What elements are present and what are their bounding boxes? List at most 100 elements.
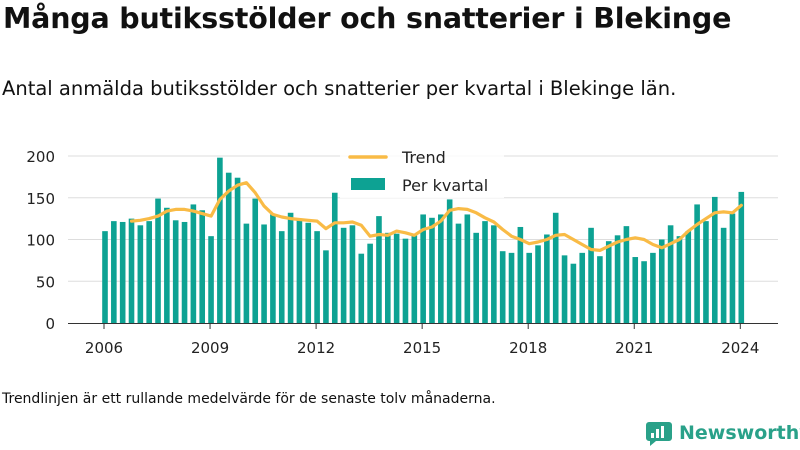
y-tick-label: 50	[36, 273, 55, 291]
x-tick-label: 2021	[615, 339, 653, 357]
bar	[402, 238, 409, 323]
legend-label: Per kvartal	[402, 176, 488, 195]
chart-footnote: Trendlinjen är ett rullande medelvärde f…	[2, 391, 496, 407]
brand-name: Newsworthy	[679, 422, 800, 444]
bar	[561, 255, 568, 323]
bar	[464, 214, 471, 323]
bar	[499, 251, 506, 323]
bar	[270, 214, 276, 323]
bar	[190, 204, 197, 323]
bar	[535, 245, 541, 323]
newsworthy-logo-icon	[646, 422, 672, 446]
bar	[393, 233, 400, 323]
bar	[128, 218, 135, 323]
bar	[102, 231, 108, 323]
bar	[650, 252, 656, 323]
bar	[340, 227, 347, 323]
x-tick-label: 2015	[403, 339, 441, 357]
bar	[455, 223, 462, 323]
bar	[429, 217, 435, 323]
bar	[632, 257, 639, 323]
bar	[234, 177, 241, 323]
bar	[217, 157, 223, 323]
bar	[225, 172, 232, 323]
bar	[614, 235, 621, 323]
chart-subtitle: Antal anmälda butiksstölder och snatteri…	[2, 77, 677, 100]
chart-canvas: 0 50 100 150 200 2006 2009 2012 2015 2018 2021 2024…	[26, 145, 778, 357]
bar	[181, 221, 188, 323]
bar	[446, 199, 453, 323]
x-tick-label: 2006	[85, 339, 123, 357]
bar	[570, 263, 577, 323]
bar	[287, 212, 294, 323]
bar	[694, 204, 700, 323]
bar	[243, 223, 250, 323]
bar	[658, 239, 665, 323]
bar	[720, 227, 727, 323]
bar	[119, 221, 126, 323]
bar	[729, 213, 736, 323]
trend-line	[129, 181, 743, 252]
y-tick-label: 200	[26, 148, 55, 166]
x-tick-label: 2009	[191, 339, 229, 357]
bar	[685, 231, 692, 323]
y-tick-label: 100	[26, 232, 55, 250]
bar	[199, 210, 206, 323]
x-tick-label: 2018	[509, 339, 547, 357]
bar	[305, 222, 312, 323]
bar	[420, 214, 426, 323]
legend-label: Trend	[401, 148, 446, 167]
chart-axes: 0 50 100 150 200 2006 2009 2012 2015 2018 2021 2024	[26, 148, 778, 357]
bar	[605, 241, 612, 323]
bar	[349, 225, 356, 323]
bar	[438, 214, 444, 323]
brand-logo: Newsworthy	[646, 420, 800, 446]
bar	[314, 231, 320, 323]
bar	[376, 216, 382, 323]
bar	[711, 196, 718, 323]
chart-title: Många butiksstölder och snatterier i Ble…	[3, 2, 732, 35]
x-tick-label: 2012	[297, 339, 335, 357]
bar	[278, 231, 285, 323]
bar	[296, 219, 303, 323]
bar	[411, 235, 418, 323]
bar	[155, 198, 161, 323]
bar	[331, 192, 338, 323]
chart-bars	[102, 157, 745, 323]
bar	[676, 236, 683, 323]
bar	[517, 226, 524, 323]
bar	[703, 221, 709, 323]
bar	[111, 221, 117, 323]
bar	[482, 221, 488, 323]
bar	[208, 236, 214, 323]
bar	[164, 207, 170, 323]
bar	[579, 252, 586, 323]
bar	[252, 198, 259, 323]
x-tick-label: 2024	[721, 339, 759, 357]
legend-bar-swatch	[351, 178, 385, 190]
bar	[491, 225, 497, 323]
bar	[667, 225, 674, 323]
bar	[146, 221, 152, 323]
bar	[597, 256, 603, 323]
y-tick-label: 150	[26, 190, 55, 208]
bar	[641, 261, 647, 323]
chart-trend	[129, 181, 743, 252]
bar	[588, 227, 594, 323]
bar	[623, 226, 630, 323]
bar	[473, 232, 479, 323]
bar	[261, 224, 267, 323]
bar	[367, 243, 373, 323]
bar	[526, 252, 532, 323]
bar	[544, 234, 550, 323]
bar	[137, 225, 144, 323]
chart-legend: Trend Per kvartal	[340, 145, 504, 198]
bar	[738, 191, 745, 323]
bar	[552, 212, 559, 323]
bar	[172, 220, 179, 323]
bar	[323, 250, 329, 323]
bar	[358, 253, 365, 323]
y-tick-label: 0	[45, 315, 55, 333]
bar	[385, 232, 391, 323]
bar	[508, 252, 515, 323]
